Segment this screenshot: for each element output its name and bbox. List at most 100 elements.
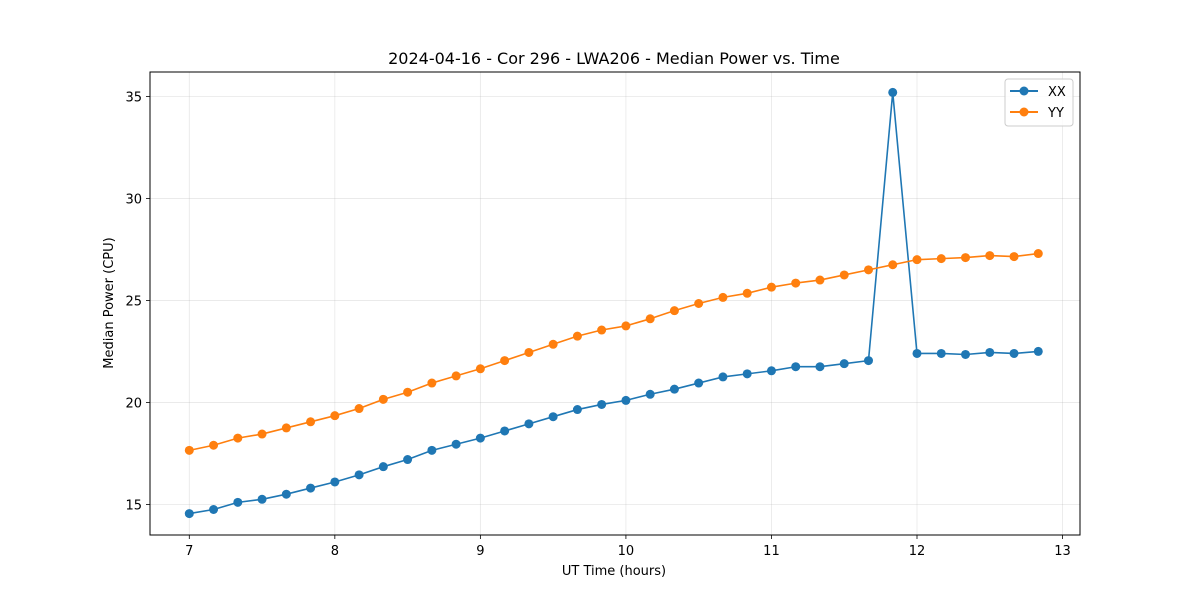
plot-area-frame — [149, 71, 1081, 536]
data-point-xx — [621, 395, 631, 405]
data-point-xx — [306, 483, 316, 493]
data-point-xx — [403, 455, 413, 465]
data-point-yy — [524, 347, 534, 357]
data-point-xx — [184, 509, 194, 519]
data-point-xx — [766, 366, 776, 376]
data-point-xx — [475, 433, 485, 443]
data-point-xx — [281, 489, 291, 499]
data-point-yy — [718, 292, 728, 302]
data-point-yy — [863, 265, 873, 275]
data-point-yy — [500, 356, 510, 366]
data-point-xx — [694, 378, 704, 388]
legend-marker-xx — [1019, 86, 1029, 96]
chart-title: 2024-04-16 - Cor 296 - LWA206 - Median P… — [388, 49, 840, 68]
data-point-xx — [936, 348, 946, 358]
data-point-xx — [597, 399, 607, 409]
legend: XX YY — [1004, 78, 1074, 127]
data-point-yy — [233, 433, 243, 443]
data-point-xx — [257, 494, 267, 504]
grid-lines — [150, 72, 1080, 535]
data-point-yy — [694, 299, 704, 308]
y-tick-label: 30 — [125, 192, 142, 207]
data-point-yy — [572, 331, 582, 341]
data-point-yy — [1033, 249, 1043, 259]
data-point-xx — [1033, 346, 1043, 356]
data-point-xx — [378, 462, 388, 472]
x-tick-label: 8 — [331, 544, 339, 559]
y-tick-label: 25 — [125, 294, 142, 309]
data-point-xx — [572, 405, 582, 415]
data-point-yy — [766, 282, 776, 292]
data-point-yy — [209, 440, 219, 450]
data-point-yy — [985, 251, 995, 261]
x-tick-label: 10 — [618, 544, 635, 559]
data-point-xx — [961, 349, 971, 359]
data-point-xx — [888, 87, 898, 97]
data-point-yy — [306, 417, 316, 427]
data-point-yy — [888, 260, 898, 270]
data-point-xx — [815, 362, 825, 372]
data-point-yy — [475, 364, 485, 374]
data-point-xx — [718, 372, 728, 382]
data-point-xx — [233, 497, 243, 507]
x-tick-label: 13 — [1054, 544, 1071, 559]
data-point-yy — [621, 321, 631, 331]
data-point-yy — [669, 306, 679, 316]
data-point-yy — [742, 288, 752, 298]
legend-marker-yy — [1019, 107, 1029, 117]
y-axis-label: Median Power (CPU) — [102, 237, 117, 368]
x-axis-label: UT Time (hours) — [562, 564, 666, 579]
data-point-yy — [354, 404, 364, 414]
y-tick-label: 20 — [125, 396, 142, 411]
data-point-yy — [912, 255, 922, 265]
data-point-yy — [451, 371, 461, 381]
data-point-yy — [330, 411, 340, 421]
y-axis-ticks: 15 20 25 30 35 — [125, 90, 150, 513]
data-point-xx — [354, 470, 364, 480]
data-point-xx — [912, 348, 922, 358]
data-point-yy — [184, 445, 194, 455]
data-point-xx — [791, 362, 801, 372]
data-point-xx — [330, 477, 340, 487]
legend-label-xx: XX — [1048, 85, 1066, 100]
data-point-xx — [524, 419, 534, 429]
data-point-xx — [1009, 348, 1019, 358]
data-point-xx — [839, 359, 849, 369]
data-point-yy — [597, 325, 607, 335]
data-point-xx — [669, 384, 679, 394]
series-xx — [184, 87, 1043, 519]
x-tick-label: 11 — [763, 544, 780, 559]
data-point-xx — [645, 389, 655, 399]
data-point-yy — [548, 339, 558, 349]
data-point-xx — [500, 426, 510, 436]
x-tick-label: 7 — [185, 544, 193, 559]
data-point-yy — [936, 254, 946, 264]
x-axis-ticks: 7 8 9 10 11 12 13 — [185, 535, 1071, 559]
data-point-xx — [427, 445, 437, 455]
data-point-xx — [863, 356, 873, 366]
data-point-yy — [961, 253, 971, 263]
data-point-yy — [815, 275, 825, 285]
data-point-xx — [985, 347, 995, 357]
data-series — [184, 87, 1043, 519]
legend-label-yy: YY — [1047, 106, 1064, 121]
y-tick-label: 35 — [125, 90, 142, 105]
data-point-xx — [209, 505, 219, 515]
data-point-xx — [548, 412, 558, 422]
data-point-yy — [257, 429, 267, 439]
data-point-yy — [378, 394, 388, 404]
data-point-yy — [1009, 252, 1019, 262]
data-point-yy — [427, 378, 437, 388]
series-yy — [184, 249, 1043, 455]
x-tick-label: 12 — [909, 544, 926, 559]
data-point-yy — [281, 423, 291, 433]
data-point-yy — [645, 314, 655, 324]
y-tick-label: 15 — [125, 498, 142, 513]
x-tick-label: 9 — [476, 544, 484, 559]
data-point-xx — [451, 439, 461, 449]
data-point-yy — [839, 270, 849, 280]
data-point-yy — [791, 278, 801, 288]
data-point-xx — [742, 369, 752, 379]
